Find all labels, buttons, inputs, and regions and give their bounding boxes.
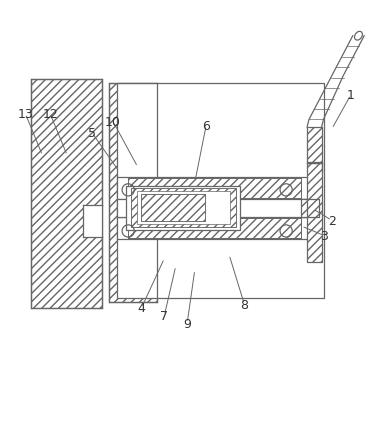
Bar: [117, 177, 315, 200]
Bar: [131, 189, 236, 227]
Bar: [137, 192, 230, 224]
Bar: [131, 189, 236, 227]
Bar: [126, 187, 241, 230]
Bar: [307, 128, 322, 164]
Bar: [301, 200, 319, 217]
Bar: [128, 178, 301, 199]
Bar: [117, 84, 324, 299]
Text: 1: 1: [347, 89, 355, 102]
Bar: [128, 218, 301, 239]
Bar: [141, 194, 205, 222]
Ellipse shape: [354, 32, 363, 41]
Bar: [117, 217, 315, 240]
Bar: [141, 194, 205, 222]
Bar: [307, 163, 322, 263]
Text: 3: 3: [320, 230, 328, 243]
Text: 8: 8: [240, 298, 248, 311]
Bar: [307, 128, 322, 164]
Text: 6: 6: [202, 119, 210, 132]
Bar: [83, 206, 104, 238]
Bar: [128, 218, 301, 239]
Text: 13: 13: [18, 108, 33, 121]
Bar: [128, 178, 301, 199]
Bar: [301, 200, 319, 217]
Text: 10: 10: [105, 115, 121, 128]
Bar: [117, 200, 315, 217]
Text: 4: 4: [138, 302, 146, 315]
Text: 9: 9: [183, 317, 191, 330]
Text: 5: 5: [88, 127, 96, 140]
Text: 7: 7: [160, 309, 168, 322]
Bar: [31, 80, 102, 308]
Bar: [109, 84, 157, 302]
Text: 12: 12: [42, 108, 58, 121]
Bar: [307, 163, 322, 263]
Text: 2: 2: [328, 214, 336, 227]
